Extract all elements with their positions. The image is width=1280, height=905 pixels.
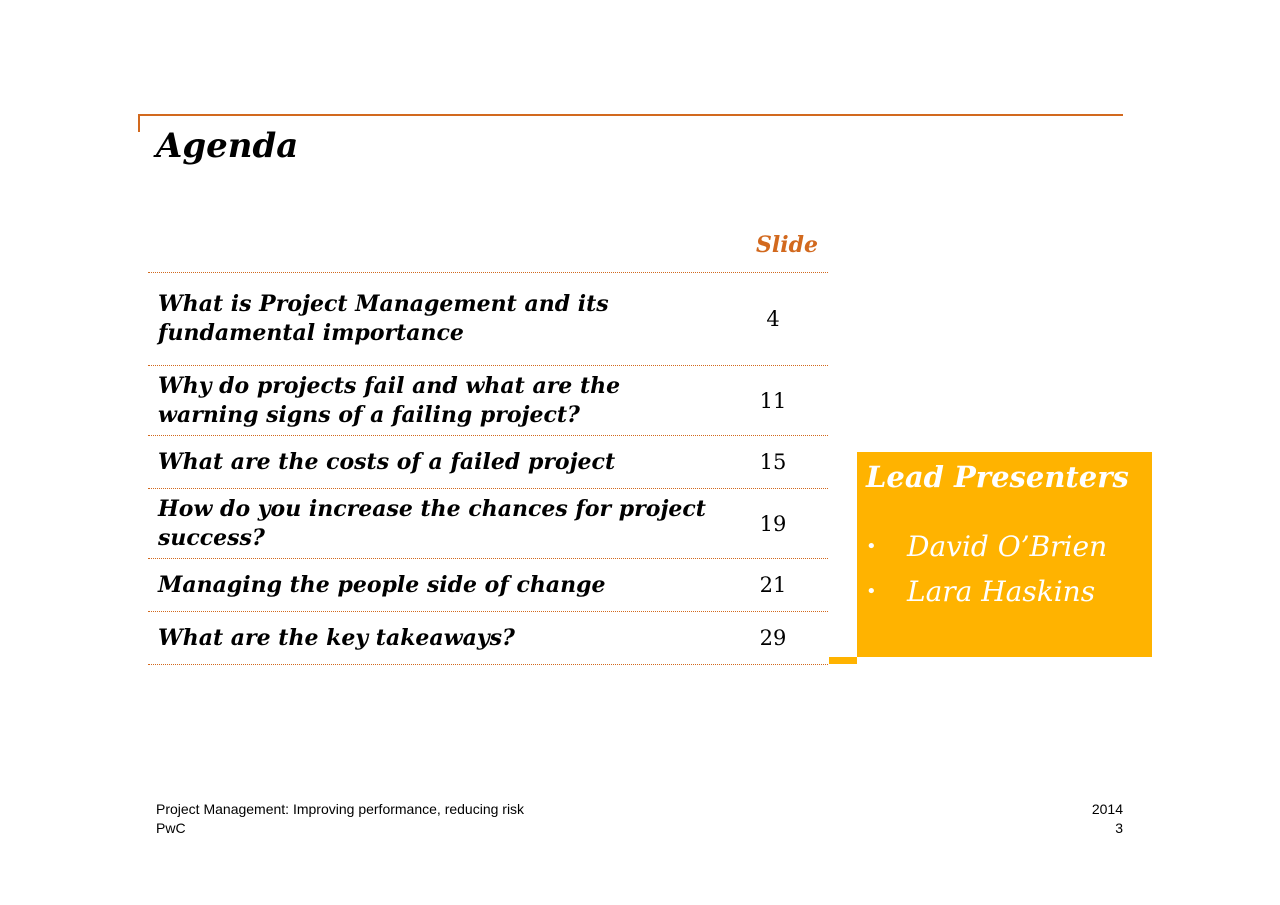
presenters-list: • David O’Brien • Lara Haskins: [866, 524, 1152, 614]
agenda-slide-number: 29: [759, 626, 787, 650]
agenda-topic: Why do projects fail and what are the wa…: [158, 372, 621, 428]
agenda-row: What is Project Management and its funda…: [148, 272, 828, 365]
presenter-name: David O’Brien: [907, 530, 1108, 563]
footer-subtitle: Project Management: Improving performanc…: [156, 801, 525, 817]
agenda-slide-number: 11: [759, 388, 787, 413]
agenda-row: How do you increase the chances for proj…: [148, 488, 828, 558]
header-rule: [138, 114, 1123, 116]
bullet-icon: •: [866, 581, 877, 602]
agenda-row: Why do projects fail and what are the wa…: [148, 365, 828, 435]
agenda-topic: How do you increase the chances for proj…: [158, 495, 706, 551]
footer-year: 2014: [1091, 801, 1123, 817]
presenter-item: • David O’Brien: [866, 524, 1152, 569]
agenda-row: What are the costs of a failed project 1…: [148, 435, 828, 488]
agenda-topic: Managing the people side of change: [158, 571, 606, 598]
agenda-table: What is Project Management and its funda…: [148, 272, 828, 665]
page-number: 3: [1115, 820, 1123, 836]
agenda-slide-number: 21: [759, 573, 787, 597]
agenda-row: What are the key takeaways? 29: [148, 611, 828, 665]
page-title: Agenda: [156, 126, 299, 166]
agenda-topic: What is Project Management and its funda…: [158, 291, 609, 346]
footer-right: 2014 3: [1092, 800, 1123, 838]
agenda-row: Managing the people side of change 21: [148, 558, 828, 611]
agenda-slide-number: 4: [766, 307, 780, 331]
accent-bar: [829, 657, 857, 664]
presenter-name: Lara Haskins: [907, 575, 1096, 608]
agenda-topic: What are the costs of a failed project: [158, 448, 616, 475]
presenter-item: • Lara Haskins: [866, 569, 1152, 614]
lead-presenters-box: Lead Presenters • David O’Brien • Lara H…: [857, 452, 1152, 657]
agenda-slide-number: 15: [759, 450, 787, 474]
header-rule-tick: [138, 114, 140, 132]
bullet-icon: •: [866, 536, 877, 557]
presenters-heading: Lead Presenters: [866, 460, 1129, 494]
footer-company: PwC: [156, 820, 186, 836]
agenda-topic: What are the key takeaways?: [158, 624, 515, 651]
footer-left: Project Management: Improving performanc…: [156, 800, 524, 838]
slide-column-header: Slide: [756, 232, 818, 258]
agenda-slide-number: 19: [759, 511, 787, 536]
